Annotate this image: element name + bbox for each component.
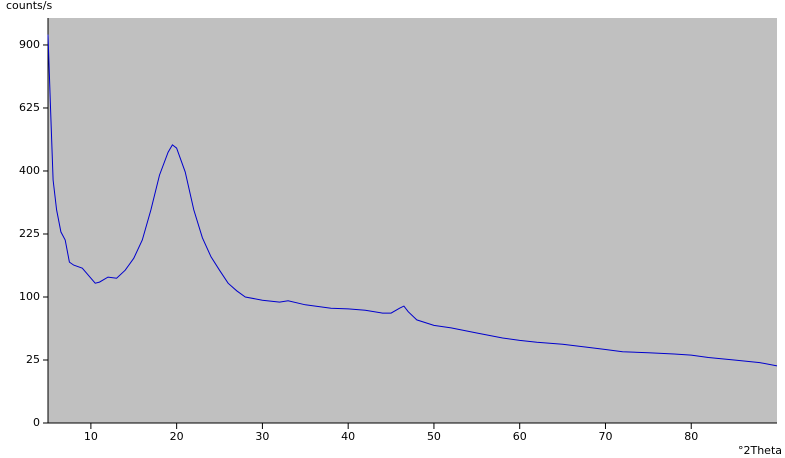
x-tick-label: 50 xyxy=(427,430,441,443)
y-tick-label: 0 xyxy=(33,416,40,429)
x-tick-label: 70 xyxy=(598,430,612,443)
y-axis-label: counts/s xyxy=(6,0,52,12)
y-tick-label: 25 xyxy=(26,353,40,366)
data-line xyxy=(47,34,778,367)
x-tick-label: 80 xyxy=(684,430,698,443)
y-tick-label: 225 xyxy=(19,227,40,240)
x-tick-label: 30 xyxy=(255,430,269,443)
plot-area xyxy=(48,18,777,423)
x-tick-label: 10 xyxy=(84,430,98,443)
x-tick-label: 20 xyxy=(170,430,184,443)
x-tick-label: 60 xyxy=(513,430,527,443)
x-axis-label: °2Theta xyxy=(738,444,782,457)
y-tick-label: 900 xyxy=(19,38,40,51)
y-tick-label: 400 xyxy=(19,164,40,177)
x-tick-label: 40 xyxy=(341,430,355,443)
y-tick-label: 625 xyxy=(19,101,40,114)
y-tick-label: 100 xyxy=(19,290,40,303)
